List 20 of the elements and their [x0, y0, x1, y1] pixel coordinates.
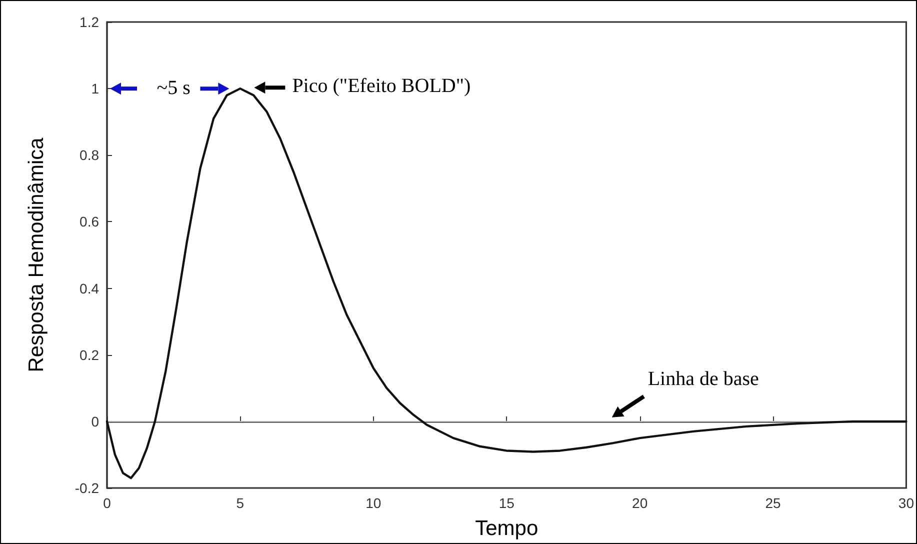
- y-tick-label: 0: [91, 413, 100, 430]
- y-tick-label: 0.4: [80, 280, 100, 296]
- annotation: Linha de base: [648, 368, 760, 390]
- x-tick-label: 0: [103, 495, 112, 511]
- annotation: ~5 s: [156, 77, 191, 100]
- y-tick-label: 0.6: [80, 214, 100, 230]
- x-tick-label: 30: [898, 495, 914, 511]
- y-tick-label: -0.2: [74, 480, 100, 496]
- y-tick-label: 0.8: [80, 147, 100, 164]
- annotation: Pico ("Efeito BOLD"): [292, 75, 471, 98]
- x-tick-label: 25: [765, 495, 782, 511]
- x-axis-title: Tempo: [475, 517, 538, 540]
- x-tick-label: 10: [366, 495, 382, 511]
- x-tick-label: 15: [498, 495, 515, 511]
- y-tick-label: 0.2: [80, 346, 100, 363]
- x-tick-label: 5: [236, 495, 244, 511]
- y-tick-label: 1.2: [80, 14, 100, 30]
- y-axis-title: Resposta Hemodinâmica: [25, 137, 48, 372]
- x-tick-label: 20: [632, 495, 648, 511]
- y-tick-label: 1: [91, 80, 100, 97]
